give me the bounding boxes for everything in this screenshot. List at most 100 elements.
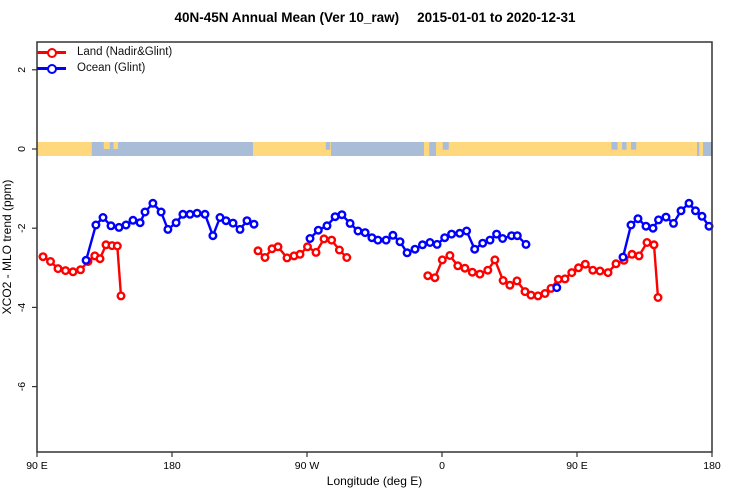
data-point — [505, 280, 515, 290]
data-point — [455, 228, 465, 238]
data-point — [178, 209, 188, 219]
map-band-land-segment — [424, 142, 430, 156]
data-point — [381, 235, 391, 245]
data-point — [521, 239, 531, 249]
data-point — [208, 231, 218, 241]
data-point — [334, 245, 344, 255]
data-point — [649, 240, 659, 250]
data-point — [61, 266, 71, 276]
data-point — [282, 253, 292, 263]
data-point — [342, 252, 352, 262]
y-axis-title: XCO2 - MLO trend (ppm) — [0, 180, 14, 315]
map-band-water-patch — [631, 142, 637, 150]
data-point — [661, 212, 671, 222]
data-point — [485, 235, 495, 245]
data-point — [373, 235, 383, 245]
data-point — [305, 233, 315, 243]
data-point — [526, 290, 536, 300]
data-point — [490, 255, 500, 265]
data-point — [114, 222, 124, 232]
chart-title-dates: 2015-01-01 to 2020-12-31 — [417, 10, 576, 25]
data-point — [498, 233, 508, 243]
data-point — [330, 212, 340, 222]
data-point — [642, 237, 652, 247]
x-tick-label: 0 — [439, 460, 445, 472]
data-point — [447, 229, 457, 239]
data-point — [641, 221, 651, 231]
x-axis-title: Longitude (deg E) — [327, 474, 422, 488]
data-point — [567, 268, 577, 278]
data-point — [418, 240, 428, 250]
map-band-land-segment — [253, 142, 331, 156]
data-point — [91, 220, 101, 230]
data-point — [253, 246, 263, 256]
data-point — [478, 238, 488, 248]
data-point — [467, 267, 477, 277]
data-point — [249, 219, 259, 229]
data-point — [423, 271, 433, 281]
legend-label-land: Land (Nadir&Glint) — [77, 46, 173, 58]
data-point — [106, 221, 116, 231]
data-point — [313, 225, 323, 235]
data-point — [68, 267, 78, 277]
data-point — [648, 223, 658, 233]
data-point — [574, 263, 584, 273]
data-point — [353, 226, 363, 236]
data-point — [410, 244, 420, 254]
data-point — [295, 249, 305, 259]
y-tick-label: -2 — [16, 223, 28, 232]
map-band-island — [113, 142, 118, 149]
data-point — [360, 228, 370, 238]
legend: Land (Nadir&Glint) Ocean (Glint) — [37, 46, 172, 75]
data-point — [148, 198, 158, 208]
y-tick-label: -4 — [16, 303, 28, 312]
data-point — [430, 273, 440, 283]
data-point — [552, 283, 562, 293]
map-band-water-patch — [325, 142, 331, 150]
data-point — [75, 265, 85, 275]
data-point — [627, 249, 637, 259]
data-point — [462, 226, 472, 236]
data-point — [691, 206, 701, 216]
data-point — [633, 214, 643, 224]
data-point — [654, 215, 664, 225]
x-tick-label: 180 — [163, 460, 181, 472]
data-point — [540, 289, 550, 299]
data-point — [112, 241, 122, 251]
data-point — [460, 263, 470, 273]
data-point — [402, 248, 412, 258]
data-point — [395, 237, 405, 247]
data-point — [235, 224, 245, 234]
data-point — [697, 211, 707, 221]
data-point — [327, 235, 337, 245]
data-point — [475, 269, 485, 279]
map-band-island — [103, 142, 110, 149]
data-point — [580, 259, 590, 269]
data-point — [533, 291, 543, 301]
data-point — [81, 255, 91, 265]
data-point — [322, 221, 332, 231]
legend-label-ocean: Ocean (Glint) — [77, 62, 146, 74]
map-band-land-segment — [699, 142, 703, 156]
chart-title-main: 40N-45N Annual Mean (Ver 10_raw) — [174, 10, 400, 25]
y-tick-label: 2 — [16, 67, 28, 73]
land-series-marker-icon — [37, 47, 66, 58]
data-point — [453, 261, 463, 271]
data-point — [171, 218, 181, 228]
data-point — [388, 230, 398, 240]
data-point — [192, 208, 202, 218]
legend-item-land: Land (Nadir&Glint) — [37, 46, 172, 59]
map-band-water-patch — [622, 142, 627, 150]
data-point — [221, 216, 231, 226]
data-point — [653, 293, 663, 303]
data-point — [470, 244, 480, 254]
data-point — [669, 218, 679, 228]
data-point — [684, 198, 694, 208]
data-point — [512, 276, 522, 286]
data-point — [595, 266, 605, 276]
data-point — [135, 218, 145, 228]
data-point — [242, 216, 252, 226]
series-ocean — [81, 198, 714, 293]
x-tick-label: 180 — [703, 460, 721, 472]
